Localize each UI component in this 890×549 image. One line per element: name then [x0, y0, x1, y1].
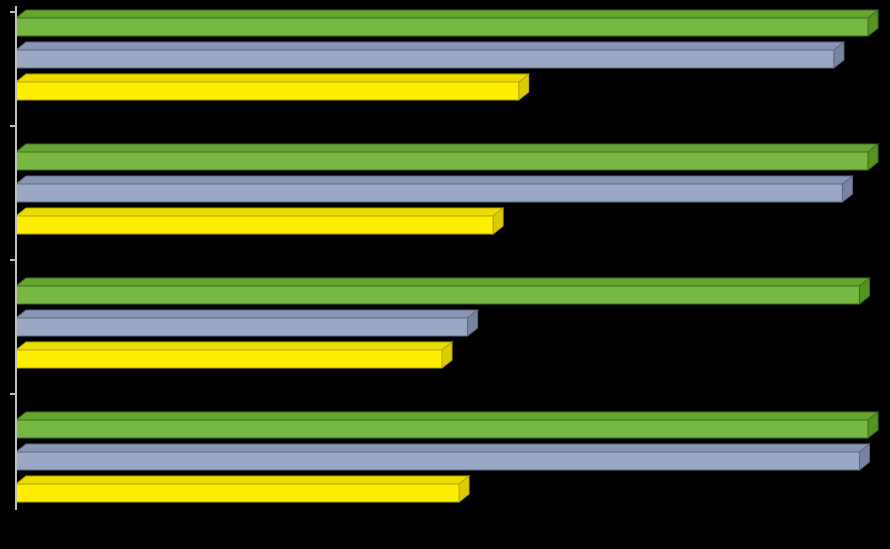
grouped-horizontal-3d-bar-chart: [0, 0, 890, 549]
bar-series-b-g1: [16, 176, 852, 202]
bar-series-b-g2: [16, 310, 478, 336]
bar-series-b-g3: [16, 444, 869, 470]
bar-series-a-g3: [16, 412, 878, 438]
bar-series-c-g1: [16, 208, 503, 234]
bar-series-a-g0: [16, 10, 878, 36]
bar-series-c-g3: [16, 476, 469, 502]
bar-series-a-g1: [16, 144, 878, 170]
bar-series-b-g0: [16, 42, 844, 68]
bar-series-c-g0: [16, 74, 529, 100]
bar-series-c-g2: [16, 342, 452, 368]
bar-series-a-g2: [16, 278, 869, 304]
